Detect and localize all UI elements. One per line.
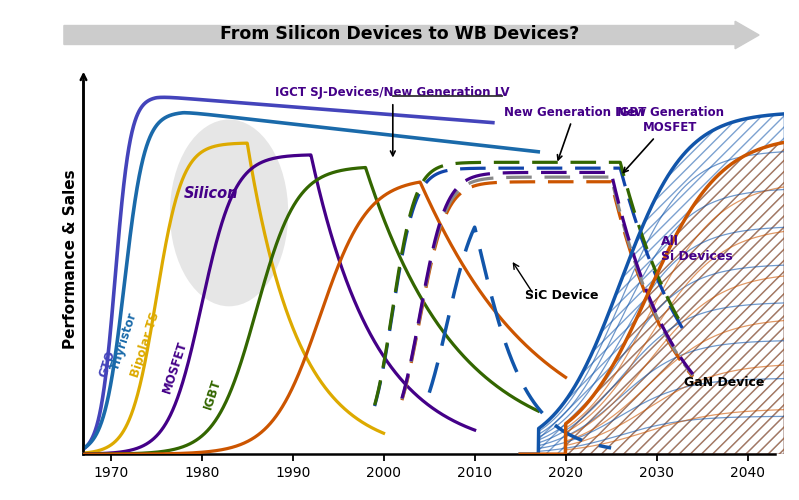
Y-axis label: Performance & Sales: Performance & Sales xyxy=(63,170,78,350)
Text: GaN Device: GaN Device xyxy=(684,376,765,389)
Text: Bipolar TS: Bipolar TS xyxy=(129,310,162,380)
Text: SiC Device: SiC Device xyxy=(525,288,598,302)
Text: IGBT: IGBT xyxy=(202,377,224,410)
Ellipse shape xyxy=(170,120,288,306)
Text: New Generation
MOSFET: New Generation MOSFET xyxy=(617,106,724,172)
Text: MOSFET: MOSFET xyxy=(161,339,190,395)
Text: All
Si Devices: All Si Devices xyxy=(662,234,733,262)
Text: IGCT SJ-Devices/New Generation LV: IGCT SJ-Devices/New Generation LV xyxy=(276,86,510,156)
Text: GTO: GTO xyxy=(97,349,118,380)
Text: New Generation IGBT: New Generation IGBT xyxy=(503,106,646,160)
Text: Silicon: Silicon xyxy=(184,186,238,201)
Text: Thyristor: Thyristor xyxy=(109,310,140,372)
Text: From Silicon Devices to WB Devices?: From Silicon Devices to WB Devices? xyxy=(220,25,579,43)
